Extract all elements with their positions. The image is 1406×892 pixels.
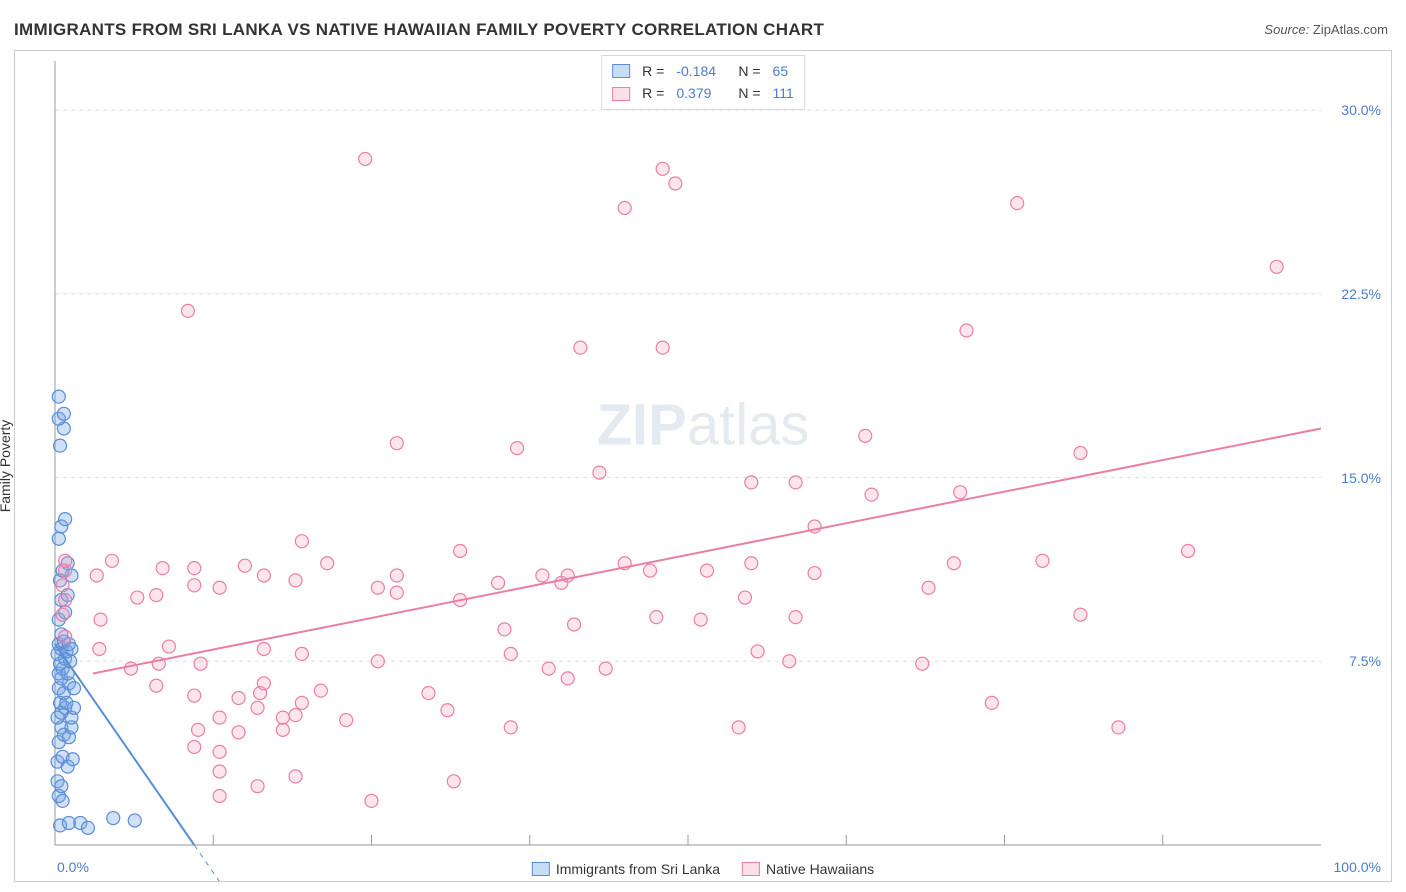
- legend-r-value: 0.379: [676, 82, 726, 104]
- y-axis-label: Family Poverty: [0, 420, 13, 513]
- source-attribution: Source: ZipAtlas.com: [1264, 22, 1388, 37]
- legend-swatch: [612, 87, 630, 101]
- source-label: Source:: [1264, 22, 1309, 37]
- legend-r-value: -0.184: [676, 60, 726, 82]
- chart-title: IMMIGRANTS FROM SRI LANKA VS NATIVE HAWA…: [14, 20, 824, 40]
- x-tick-max: 100.0%: [1334, 859, 1381, 875]
- legend-swatch: [532, 862, 550, 876]
- legend-row: R = -0.184 N = 65: [612, 60, 794, 82]
- legend-r-label: R =: [642, 82, 664, 104]
- legend-series-name: Native Hawaiians: [766, 861, 874, 877]
- correlation-legend: R = -0.184 N = 65 R = 0.379 N = 111: [601, 55, 805, 110]
- legend-n-value: 65: [773, 60, 789, 82]
- legend-row: R = 0.379 N = 111: [612, 82, 794, 104]
- legend-r-label: R =: [642, 60, 664, 82]
- legend-n-value: 111: [773, 82, 794, 104]
- source-value: ZipAtlas.com: [1313, 22, 1388, 37]
- scatter-plot: [15, 51, 1391, 881]
- chart-container: Family Poverty ZIPatlas R =-0.184N =65R …: [14, 50, 1392, 882]
- legend-swatch: [742, 862, 760, 876]
- y-tick: 30.0%: [1341, 102, 1381, 118]
- y-tick: 22.5%: [1341, 286, 1381, 302]
- y-tick: 7.5%: [1349, 653, 1381, 669]
- y-tick: 15.0%: [1341, 470, 1381, 486]
- legend-n-label: N =: [738, 82, 760, 104]
- legend-n-label: N =: [738, 60, 760, 82]
- legend-item: Native Hawaiians: [742, 861, 874, 877]
- series-legend: Immigrants from Sri Lanka Native Hawaiian…: [532, 861, 874, 877]
- legend-swatch: [612, 64, 630, 78]
- legend-item: Immigrants from Sri Lanka: [532, 861, 720, 877]
- x-tick-min: 0.0%: [57, 859, 89, 875]
- legend-series-name: Immigrants from Sri Lanka: [556, 861, 720, 877]
